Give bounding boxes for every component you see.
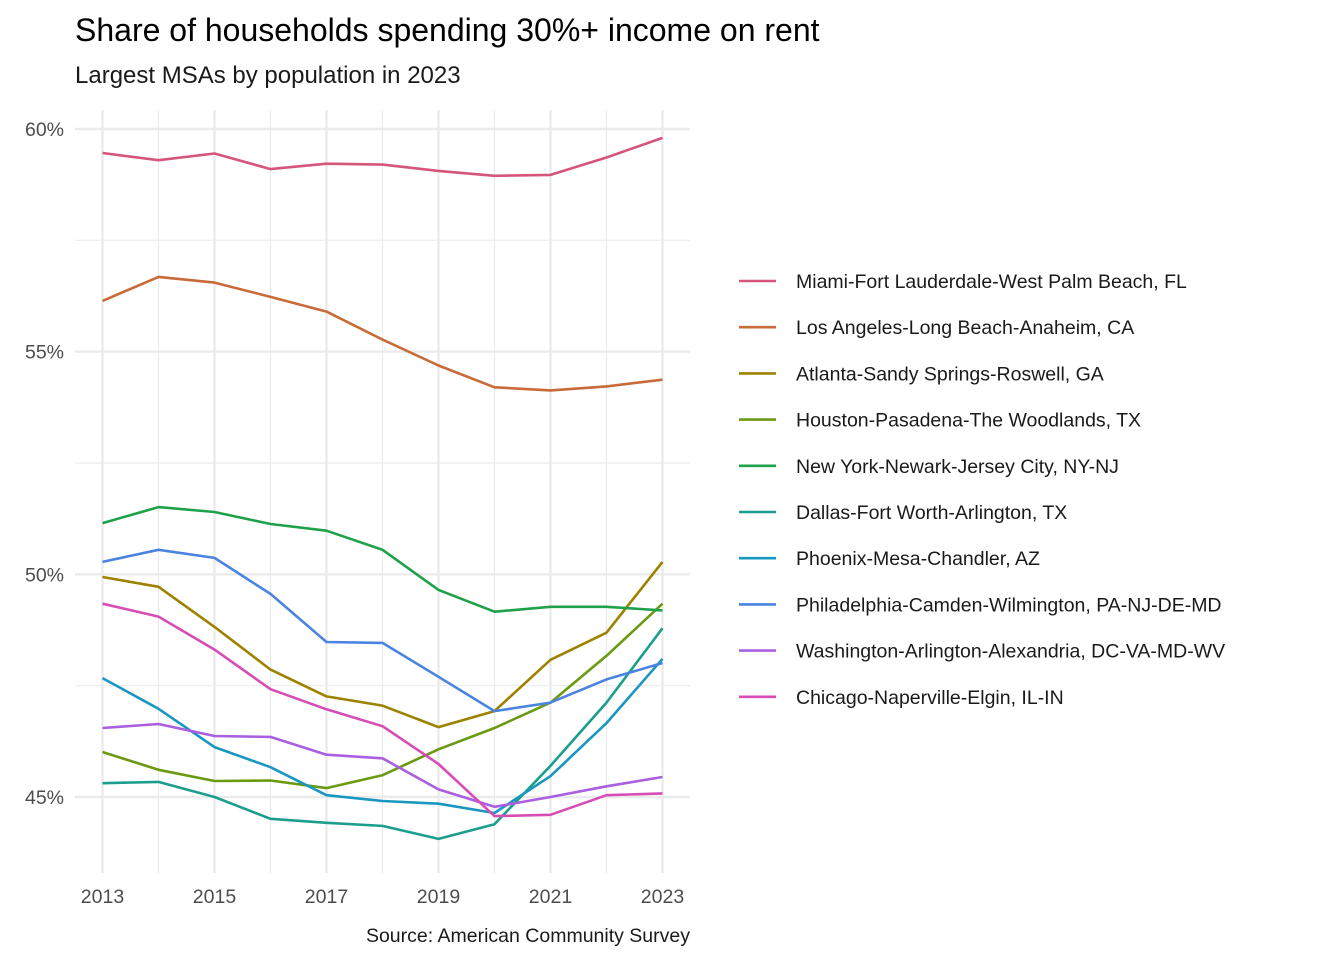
legend-item: Los Angeles-Long Beach-Anaheim, CA [739, 317, 1134, 339]
x-axis: 2013 2015 2017 2019 2021 2023 [81, 886, 684, 908]
y-tick-label: 45% [25, 787, 64, 809]
legend-item: Phoenix-Mesa-Chandler, AZ [739, 548, 1040, 570]
legend-item: Atlanta-Sandy Springs-Roswell, GA [739, 363, 1104, 385]
chart-subtitle: Largest MSAs by population in 2023 [75, 62, 461, 89]
series-line-8 [102, 548, 663, 713]
y-tick-label: 50% [25, 564, 64, 586]
legend-label: Washington-Arlington-Alexandria, DC-VA-M… [796, 641, 1225, 663]
legend: Miami-Fort Lauderdale-West Palm Beach, F… [739, 271, 1225, 709]
series-line-4 [102, 602, 664, 790]
x-tick-label: 2019 [417, 886, 460, 908]
series-line-2 [101, 275, 663, 392]
legend-item: Washington-Arlington-Alexandria, DC-VA-M… [739, 641, 1225, 663]
legend-item: Chicago-Naperville-Elgin, IL-IN [739, 687, 1064, 709]
series-line-5 [102, 505, 663, 614]
x-tick-label: 2015 [193, 886, 237, 908]
series-line-7 [101, 658, 664, 815]
x-tick-label: 2017 [305, 886, 348, 908]
legend-label: Chicago-Naperville-Elgin, IL-IN [796, 687, 1064, 709]
chart-title: Share of households spending 30%+ income… [75, 12, 820, 48]
chart-caption: Source: American Community Survey [366, 925, 690, 947]
x-tick-label: 2023 [641, 886, 684, 908]
legend-label: Miami-Fort Lauderdale-West Palm Beach, F… [796, 271, 1187, 293]
series-line-3 [102, 561, 664, 729]
legend-item: Miami-Fort Lauderdale-West Palm Beach, F… [739, 271, 1187, 293]
legend-label: Atlanta-Sandy Springs-Roswell, GA [796, 363, 1104, 385]
series-line-10 [102, 602, 663, 818]
x-tick-label: 2021 [529, 886, 572, 908]
legend-item: New York-Newark-Jersey City, NY-NJ [739, 456, 1119, 478]
legend-item: Philadelphia-Camden-Wilmington, PA-NJ-DE… [739, 594, 1222, 616]
series-line-6 [102, 627, 664, 841]
series-line-9 [102, 722, 663, 809]
legend-label: Dallas-Fort Worth-Arlington, TX [796, 502, 1067, 524]
legend-item: Houston-Pasadena-The Woodlands, TX [739, 410, 1141, 432]
series-line-1 [102, 136, 663, 178]
x-tick-label: 2013 [81, 886, 124, 908]
legend-label: Houston-Pasadena-The Woodlands, TX [796, 410, 1141, 432]
y-tick-label: 60% [25, 119, 64, 141]
series-lines [101, 136, 664, 841]
legend-item: Dallas-Fort Worth-Arlington, TX [739, 502, 1067, 524]
legend-label: Phoenix-Mesa-Chandler, AZ [796, 548, 1040, 570]
y-tick-label: 55% [25, 342, 64, 364]
legend-label: Philadelphia-Camden-Wilmington, PA-NJ-DE… [796, 594, 1222, 616]
legend-label: New York-Newark-Jersey City, NY-NJ [796, 456, 1119, 478]
y-axis: 45% 50% 55% 60% [25, 119, 64, 809]
legend-label: Los Angeles-Long Beach-Anaheim, CA [796, 317, 1134, 339]
